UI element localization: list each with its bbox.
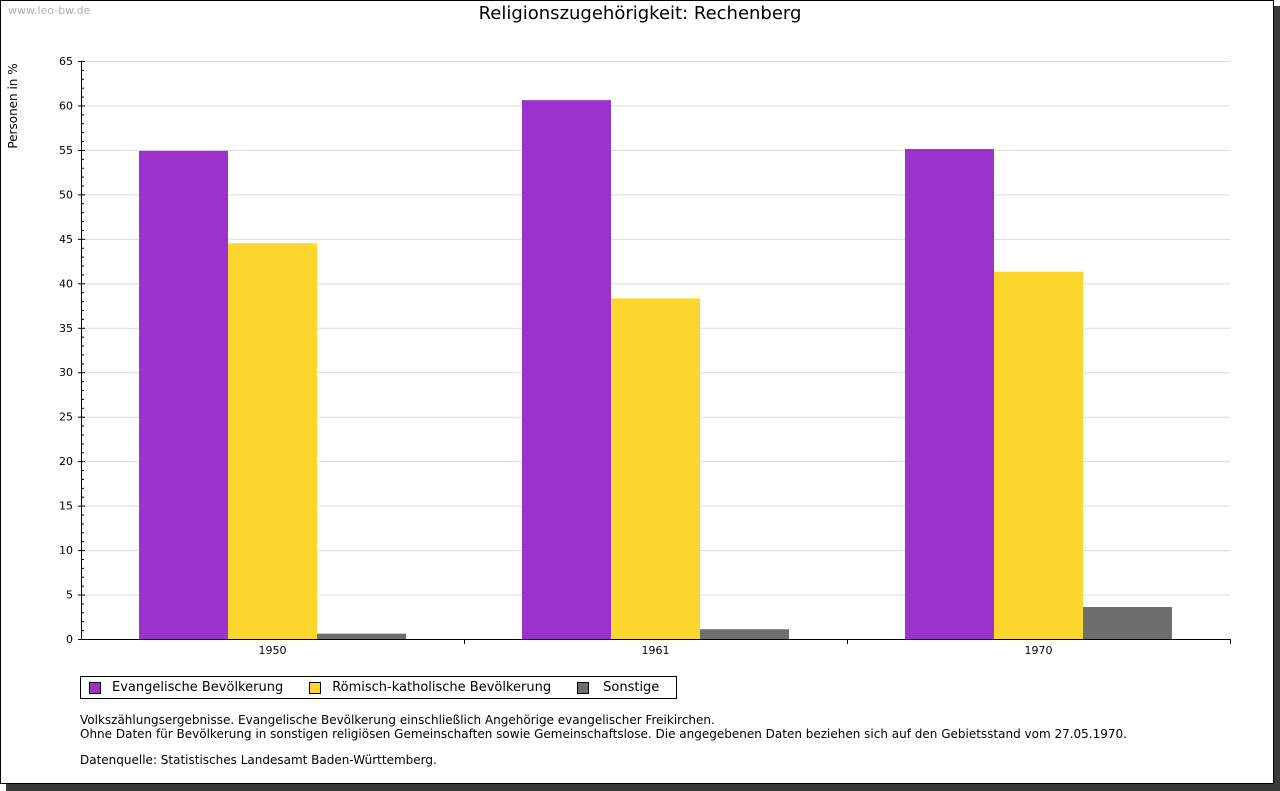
legend-label-sonstige: Sonstige — [603, 680, 660, 695]
x-tick-label: 1950 — [259, 644, 287, 657]
watermark: www.leo-bw.de — [8, 4, 91, 17]
y-tick-label: 30 — [59, 366, 73, 379]
legend: Evangelische Bevölkerung Römisch-katholi… — [80, 676, 677, 699]
bar — [522, 100, 611, 639]
y-tick-label: 60 — [59, 99, 73, 112]
y-tick-label: 5 — [66, 589, 73, 602]
y-tick-label: 55 — [59, 144, 73, 157]
data-source: Datenquelle: Statistisches Landesamt Bad… — [80, 753, 437, 767]
legend-swatch-katholisch — [309, 681, 322, 694]
legend-swatch-sonstige — [577, 681, 590, 694]
chart-title: Religionszugehörigkeit: Rechenberg — [478, 3, 802, 24]
bar — [611, 298, 700, 639]
x-tick-label: 1970 — [1025, 644, 1053, 657]
legend-swatch-evangelisch — [89, 681, 101, 694]
y-tick-label: 40 — [59, 277, 73, 290]
legend-item-evangelisch: Evangelische Bevölkerung — [89, 680, 283, 695]
frame-shadow-right — [1274, 6, 1280, 791]
legend-item-katholisch: Römisch-katholische Bevölkerung — [309, 680, 551, 695]
y-tick-label: 20 — [59, 455, 73, 468]
frame-shadow-bottom — [6, 784, 1280, 791]
y-tick-label: 50 — [59, 188, 73, 201]
bar — [1083, 606, 1172, 639]
legend-label-evangelisch: Evangelische Bevölkerung — [112, 680, 284, 695]
bar — [317, 633, 406, 639]
y-tick-label: 15 — [59, 500, 73, 513]
bar — [139, 150, 228, 639]
y-tick-label: 65 — [59, 55, 73, 68]
y-tick-label: 45 — [59, 233, 73, 246]
bar — [700, 629, 789, 639]
legend-label-katholisch: Römisch-katholische Bevölkerung — [332, 680, 552, 695]
bar — [994, 271, 1083, 639]
note-line-1: Volkszählungsergebnisse. Evangelische Be… — [80, 713, 715, 727]
x-tick-label: 1961 — [642, 644, 670, 657]
legend-item-sonstige: Sonstige — [577, 680, 659, 695]
bar — [905, 149, 994, 639]
y-tick-label: 0 — [66, 633, 73, 646]
y-tick-label: 35 — [59, 322, 73, 335]
y-tick-label: 25 — [59, 411, 73, 424]
chart-notes: Volkszählungsergebnisse. Evangelische Be… — [80, 713, 1127, 767]
note-line-2: Ohne Daten für Bevölkerung in sonstigen … — [80, 727, 1127, 741]
bar — [228, 243, 317, 640]
y-tick-label: 10 — [59, 544, 73, 557]
